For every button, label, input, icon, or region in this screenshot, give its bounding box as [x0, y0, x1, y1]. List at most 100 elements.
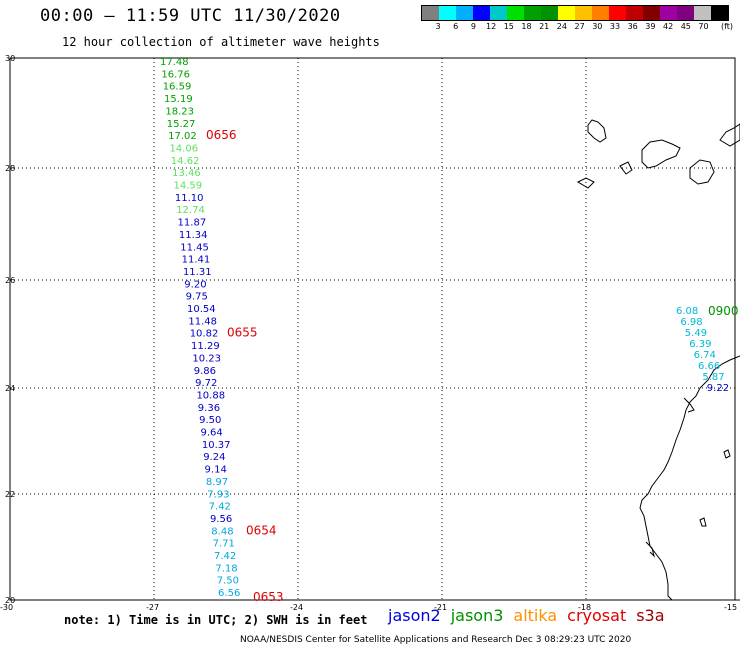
- satellite-name: s3a: [636, 606, 665, 625]
- wave-height-label: 11.87: [178, 218, 207, 229]
- satellite-name: cryosat: [567, 606, 627, 625]
- wave-height-label: 15.27: [167, 119, 196, 130]
- wave-height-label: 6.39: [689, 339, 711, 350]
- wave-height-label: 14.06: [169, 143, 198, 154]
- legend-label: 45: [680, 22, 691, 31]
- pass-time-label: 0900: [708, 304, 739, 318]
- wave-height-label: 6.08: [676, 306, 698, 317]
- wave-height-label: 17.48: [160, 57, 189, 68]
- small-island: [723, 449, 731, 459]
- wave-height-label: 11.41: [182, 255, 211, 266]
- island-la-palma: [587, 119, 607, 143]
- coast-inlet: [683, 397, 695, 413]
- wave-height-label: 7.18: [215, 563, 237, 574]
- wave-height-label: 18.23: [165, 106, 194, 117]
- longitude-labels: -30 -27 -24 -21 -18 -15: [0, 603, 737, 612]
- latitude-label: 22: [5, 490, 15, 499]
- wave-height-label: 8.97: [206, 477, 228, 488]
- pass-time-label: 0653: [253, 590, 284, 604]
- longitude-label: -27: [146, 603, 159, 612]
- wave-height-label: 6.74: [694, 350, 716, 361]
- pass-time-label: 0654: [246, 523, 277, 537]
- legend-label: 15: [503, 22, 514, 31]
- wave-height-label: 9.72: [195, 378, 217, 389]
- satellite-name: altika: [513, 606, 558, 625]
- legend-label: 30: [592, 22, 603, 31]
- wave-height-label: 8.48: [211, 526, 233, 537]
- island-gran-canaria: [689, 159, 715, 185]
- legend-label: 70: [698, 22, 709, 31]
- wave-height-label: 7.93: [207, 489, 229, 500]
- color-legend: [421, 5, 729, 21]
- legend-label: 12: [486, 22, 497, 31]
- wave-height-label: 9.50: [199, 415, 221, 426]
- wave-height-label: 13.46: [172, 168, 201, 179]
- wave-height-label: 9.64: [201, 428, 223, 439]
- wave-height-label: 6.66: [698, 361, 720, 372]
- satellite-name: jason2: [388, 606, 441, 625]
- legend-swatch: [558, 6, 575, 20]
- legend-label: 21: [539, 22, 550, 31]
- wave-height-label: 11.31: [183, 267, 212, 278]
- wave-height-label: 9.36: [198, 403, 220, 414]
- latitude-label: 26: [5, 276, 15, 285]
- legend-swatch: [626, 6, 643, 20]
- credit-line: NOAA/NESDIS Center for Satellite Applica…: [240, 635, 632, 645]
- wave-track-east: 6.086.985.496.396.746.665.879.22 0900: [676, 304, 739, 394]
- legend-swatch: [456, 6, 473, 20]
- wave-height-label: 9.20: [184, 279, 206, 290]
- island-fuerteventura: [719, 123, 740, 147]
- african-coast: [639, 355, 740, 601]
- wave-height-label: 6.98: [680, 317, 702, 328]
- wave-height-label: 10.82: [190, 329, 219, 340]
- legend-label: 9: [470, 22, 476, 31]
- latitude-label: 24: [5, 384, 15, 393]
- legend-label: 24: [556, 22, 567, 31]
- legend-swatch: [507, 6, 524, 20]
- legend-label: 39: [645, 22, 656, 31]
- longitude-label: -24: [290, 603, 303, 612]
- satellite-name: jason3: [450, 606, 504, 625]
- wave-height-label: 16.59: [163, 82, 192, 93]
- legend-swatch: [711, 6, 728, 20]
- legend-label: 3: [435, 22, 441, 31]
- legend-label: 27: [574, 22, 585, 31]
- legend-swatch: [541, 6, 558, 20]
- legend-swatch: [439, 6, 456, 20]
- wave-height-label: 5.49: [685, 328, 707, 339]
- legend-swatch: [524, 6, 541, 20]
- coast-spit: [645, 541, 655, 558]
- wave-height-label: 16.76: [161, 69, 190, 80]
- coastline: [576, 119, 740, 601]
- wave-height-label: 17.02: [168, 131, 197, 142]
- wave-height-label: 5.87: [702, 372, 724, 383]
- wave-height-label: 7.71: [213, 539, 235, 550]
- longitude-label: -18: [578, 603, 591, 612]
- longitude-label: -21: [434, 603, 447, 612]
- pass-time-label: 0655: [227, 326, 258, 340]
- chart-title: 00:00 – 11:59 UTC 11/30/2020: [40, 6, 341, 26]
- wave-height-label: 10.23: [192, 353, 221, 364]
- wave-height-label: 9.14: [205, 465, 227, 476]
- legend-swatch: [643, 6, 660, 20]
- wave-height-label: 11.34: [179, 230, 208, 241]
- wave-height-label: 9.24: [203, 452, 225, 463]
- legend-label: 18: [521, 22, 532, 31]
- legend-swatch: [660, 6, 677, 20]
- units-note: note: 1) Time is in UTC; 2) SWH is in fe…: [64, 613, 368, 627]
- wave-height-label: 11.45: [180, 242, 209, 253]
- graticule: [9, 57, 736, 601]
- longitude-label: -15: [724, 603, 737, 612]
- wave-height-label: 14.62: [171, 156, 200, 167]
- wave-height-label: 7.50: [217, 576, 239, 587]
- island-gomera: [619, 161, 633, 175]
- wave-height-label: 6.56: [218, 588, 240, 599]
- wave-height-label: 10.37: [202, 440, 231, 451]
- legend-labels: 3 6 9 12 15 18 21 24 27 30 33 36 39 42 45 70 (ft): [421, 22, 739, 34]
- latitude-label: 30: [5, 54, 15, 63]
- wave-height-label: 9.56: [210, 514, 232, 525]
- wave-height-label: 12.74: [176, 205, 205, 216]
- map-frame: [9, 57, 736, 601]
- legend-swatch: [473, 6, 490, 20]
